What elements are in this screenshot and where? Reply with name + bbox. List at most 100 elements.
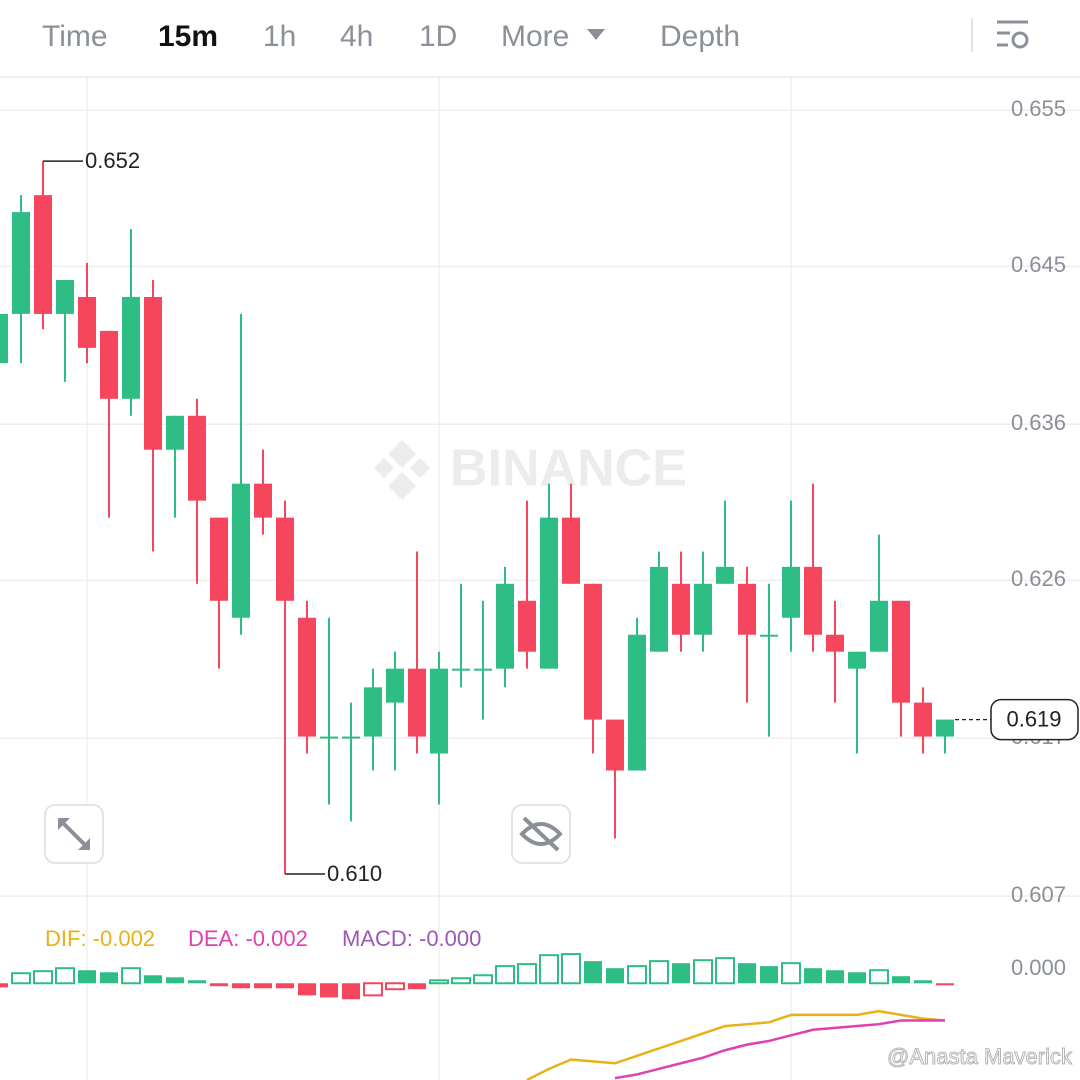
macd-bar	[936, 983, 954, 986]
macd-bar	[100, 972, 118, 984]
candle-body	[408, 668, 426, 737]
candle-body	[474, 668, 492, 671]
macd-bar	[848, 972, 866, 984]
macd-bar	[869, 969, 889, 985]
candle-body	[826, 634, 844, 652]
candle-body	[298, 617, 316, 737]
tab[interactable]: 4h	[340, 20, 373, 53]
candle-body	[100, 330, 118, 399]
candle-body	[804, 566, 822, 635]
macd-bar	[715, 957, 735, 985]
macd-bar	[232, 983, 250, 989]
macd-bar	[672, 963, 690, 984]
macd-bar	[276, 983, 294, 989]
tab[interactable]: 1D	[419, 20, 457, 53]
legend-entry: DEA: -0.002	[188, 926, 308, 951]
candle-body	[606, 719, 624, 771]
y-tick-label: 0.645	[1011, 252, 1066, 277]
candle-body	[914, 702, 932, 737]
high-label: 0.652	[85, 148, 140, 173]
candle-body	[694, 583, 712, 635]
candle-body	[584, 583, 602, 720]
macd-line	[614, 1019, 945, 1080]
candle-body	[628, 634, 646, 771]
macd-bar	[804, 968, 822, 984]
candle-body	[452, 668, 470, 671]
tab[interactable]: 1h	[263, 20, 296, 53]
macd-bar	[385, 982, 405, 991]
candle-body	[56, 279, 74, 314]
macd-bar	[451, 977, 471, 985]
candle-body	[276, 517, 294, 601]
settings-icon[interactable]	[997, 20, 1029, 49]
macd-bar	[627, 965, 647, 985]
candle-body	[364, 687, 382, 737]
y2-tick-label: 0.000	[1011, 955, 1066, 980]
macd-bar	[473, 974, 493, 985]
candle-body	[540, 517, 558, 669]
candle-body	[430, 668, 448, 754]
candle-body	[78, 296, 96, 348]
candle-body	[716, 566, 734, 584]
macd-bar	[363, 982, 383, 997]
macd-bar	[495, 965, 515, 985]
expand-button[interactable]	[44, 804, 104, 864]
credit: @Anasta Maverick	[887, 1044, 1073, 1069]
candle-body	[386, 668, 404, 703]
macd-bar	[121, 967, 141, 985]
tab[interactable]: Depth	[660, 20, 740, 53]
watermark-text: BINANCE	[450, 440, 687, 498]
macd-bar	[408, 983, 426, 990]
tab[interactable]: More	[501, 20, 569, 53]
candle-body	[892, 600, 910, 703]
timeframe-bar: Time 15m 1h 4h 1D More Depth	[42, 18, 1029, 53]
macd-bar	[254, 983, 272, 989]
dropdown-arrow	[587, 29, 605, 40]
macd-lines	[526, 1009, 946, 1080]
candle-body	[34, 195, 52, 314]
candle-body	[0, 313, 8, 364]
watermark: BINANCE	[374, 440, 687, 500]
macd-bar	[693, 959, 713, 985]
last-price-label: 0.619	[1006, 706, 1061, 731]
candle-body	[650, 566, 668, 652]
macd-bar	[0, 983, 8, 988]
macd-line	[526, 1009, 946, 1080]
macd-bar	[188, 980, 206, 984]
candle-body	[254, 483, 272, 518]
macd-bar	[561, 953, 581, 985]
macd-bar	[33, 970, 53, 985]
candle-body	[122, 296, 140, 399]
macd-bar	[584, 961, 602, 984]
macd-bar	[210, 983, 228, 987]
candle-body	[342, 736, 360, 739]
macd-bar	[738, 963, 756, 984]
macd-bar	[826, 970, 844, 984]
candle-body	[518, 600, 536, 652]
candle-body	[144, 296, 162, 450]
candle-body	[870, 600, 888, 652]
candle-body	[232, 483, 250, 618]
tab-active[interactable]: 15m	[158, 20, 218, 53]
low-label: 0.610	[327, 861, 382, 886]
macd-bar	[649, 960, 669, 985]
candle-body	[188, 415, 206, 501]
candle-body	[320, 736, 338, 739]
candle-body	[12, 212, 30, 314]
y-tick-label: 0.626	[1011, 566, 1066, 591]
y-tick-label: 0.636	[1011, 410, 1066, 435]
legend-entry: DIF: -0.002	[45, 926, 155, 951]
candle-body	[562, 517, 580, 584]
y-tick-label: 0.655	[1011, 96, 1066, 121]
hide-button[interactable]	[511, 804, 571, 864]
last-price-box	[990, 698, 1079, 741]
macd-bar	[144, 975, 162, 984]
y-tick-label: 0.607	[1011, 882, 1066, 907]
macd-bar	[78, 970, 96, 984]
tab[interactable]: Time	[42, 20, 108, 53]
candle-body	[848, 651, 866, 669]
macd-bar	[892, 976, 910, 984]
macd-bar	[320, 983, 338, 998]
candle-body	[166, 415, 184, 450]
macd-bar	[298, 983, 316, 996]
